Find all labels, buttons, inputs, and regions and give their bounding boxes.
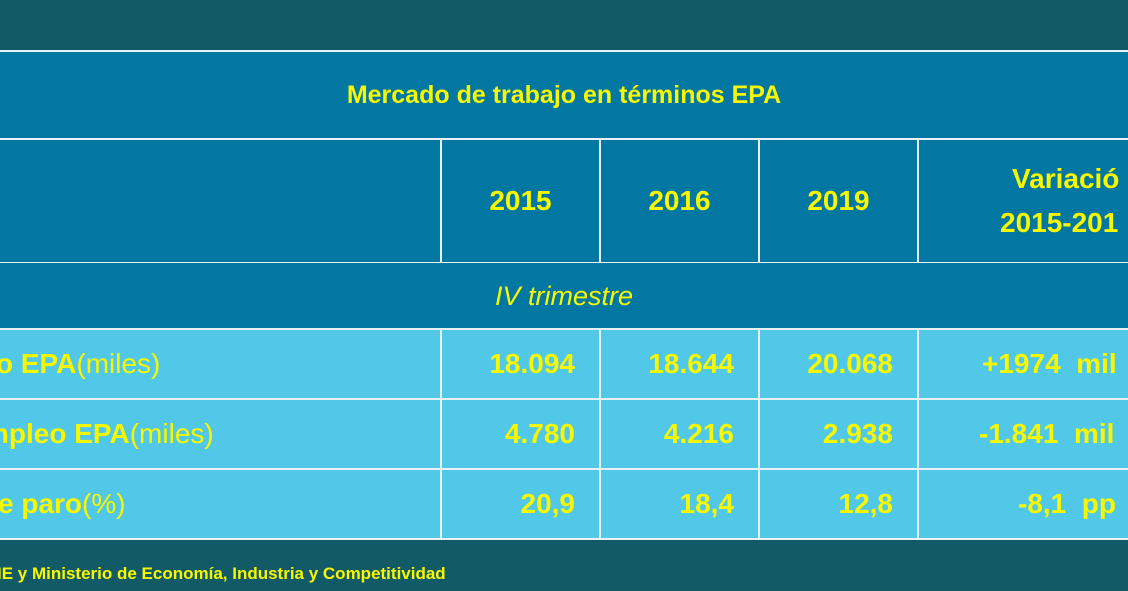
header-variation: Variació 2015-201 [1000, 140, 1119, 262]
divider [0, 50, 1128, 52]
value-2015: 4.780 [504, 418, 575, 449]
value-2015: 20,9 [520, 488, 576, 519]
table-title: Mercado de trabajo en términos EPA [346, 80, 782, 109]
divider [440, 140, 442, 262]
value-2015: 18.094 [489, 348, 575, 379]
row-label: o EPA (miles) [0, 348, 161, 379]
variation-value: -8,1 pp [1018, 488, 1117, 519]
source-note: IE y Ministerio de Economía, Industria y… [0, 564, 446, 583]
value-2019: 12,8 [838, 488, 894, 519]
value-2019: 2.938 [822, 418, 893, 449]
value-2016: 4.216 [663, 418, 734, 449]
variation-period: 2015-201 [1000, 207, 1119, 238]
row-label: e paro (%) [0, 488, 126, 519]
value-2019: 20.068 [807, 348, 893, 379]
divider [0, 138, 1128, 140]
table-title-row: Mercado de trabajo en términos EPA [0, 52, 1128, 138]
table-row: e paro (%) 20,9 18,4 12,8 -8,1 pp [0, 470, 1128, 538]
value-2016: 18.644 [648, 348, 734, 379]
variation-value: +1974 mil [982, 348, 1117, 379]
variation-value: -1.841 mil [979, 418, 1115, 449]
table-row: mpleo EPA (miles) 4.780 4.216 2.938 -1.8… [0, 400, 1128, 468]
divider [599, 140, 601, 262]
value-2016: 18,4 [679, 488, 735, 519]
divider [0, 328, 1128, 330]
table-row: o EPA (miles) 18.094 18.644 20.068 +1974… [0, 330, 1128, 398]
variation-label: Variació [1012, 163, 1120, 194]
divider [758, 140, 760, 262]
header-row: 2015 2016 2019 Variació 2015-201 [0, 140, 1128, 262]
subheader-row: IV trimestre [0, 263, 1128, 329]
header-2016: 2016 [648, 185, 711, 216]
header-2015: 2015 [489, 185, 552, 216]
divider [917, 140, 919, 262]
header-2019: 2019 [807, 185, 870, 216]
subheader: IV trimestre [494, 280, 634, 311]
row-label: mpleo EPA (miles) [0, 418, 214, 449]
